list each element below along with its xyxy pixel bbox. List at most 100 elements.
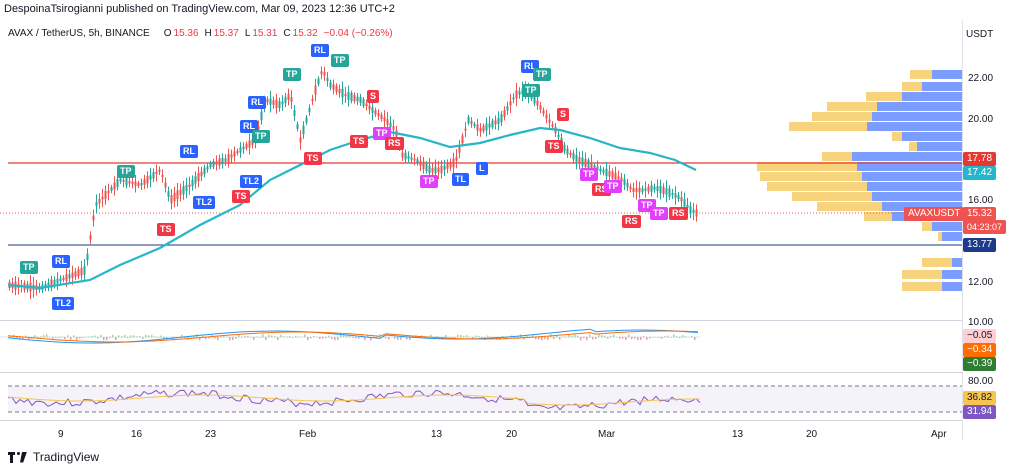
vp-up-bar xyxy=(952,258,962,267)
price-tick[interactable]: 16.00 xyxy=(968,195,993,206)
macd-bar xyxy=(466,335,468,338)
candle-body xyxy=(341,88,344,98)
macd-bar xyxy=(523,337,525,340)
price-tick[interactable]: 20.00 xyxy=(968,114,993,125)
currency-label[interactable]: USDT xyxy=(966,29,994,40)
time-tick[interactable]: Apr xyxy=(931,429,947,440)
candle-body xyxy=(482,125,485,132)
vp-up-bar xyxy=(877,102,962,111)
volume-profile xyxy=(757,70,962,291)
candle-body xyxy=(425,163,428,172)
rsi-tick[interactable]: 80.00 xyxy=(968,376,993,387)
vp-down-bar xyxy=(910,70,932,79)
macd-bar xyxy=(226,336,228,338)
macd-bar xyxy=(460,335,462,338)
price-tick[interactable]: 10.00 xyxy=(968,317,993,328)
symbol-title[interactable]: AVAX / TetherUS, 5h, BINANCE xyxy=(8,27,150,39)
candle-body xyxy=(620,177,623,182)
time-tick[interactable]: 16 xyxy=(131,429,143,440)
macd-bar xyxy=(586,337,588,341)
support-price-tag: 13.77 xyxy=(963,238,997,252)
candle-body xyxy=(221,157,224,165)
time-tick[interactable]: 20 xyxy=(506,429,518,440)
macd-bar xyxy=(613,334,615,338)
candle-body xyxy=(116,178,119,188)
macd-bar xyxy=(628,334,630,338)
macd-bar xyxy=(268,334,270,338)
candle-body xyxy=(572,152,575,160)
candle-body xyxy=(50,279,53,288)
candle-body xyxy=(329,82,332,88)
moving-average-line[interactable] xyxy=(7,126,697,290)
candle-body xyxy=(389,122,392,128)
macd-bar xyxy=(157,337,159,338)
time-tick[interactable]: 13 xyxy=(732,429,744,440)
close-label: C xyxy=(283,27,291,39)
time-tick[interactable]: 23 xyxy=(205,429,217,440)
candle-body xyxy=(164,182,167,188)
macd-bar xyxy=(82,337,84,338)
candle-body xyxy=(350,92,353,102)
time-tick[interactable]: Mar xyxy=(598,429,616,440)
candle-body xyxy=(455,156,458,161)
macd-bar xyxy=(682,335,684,338)
vp-down-bar xyxy=(938,232,942,241)
vp-up-bar xyxy=(942,282,962,291)
macd-bar xyxy=(310,337,312,339)
candle-body xyxy=(671,192,674,196)
macd-bar xyxy=(655,336,657,338)
macd-bar xyxy=(151,335,153,338)
candle-body xyxy=(653,186,656,190)
candle-body xyxy=(542,110,545,114)
macd-bar xyxy=(568,334,570,338)
candle-body xyxy=(152,172,155,179)
candle-body xyxy=(488,123,491,128)
candle-body xyxy=(167,191,170,197)
time-tick[interactable]: 9 xyxy=(58,429,64,440)
macd-bar xyxy=(46,334,48,338)
candle-body xyxy=(260,111,263,121)
candle-body xyxy=(569,152,572,156)
candle-body xyxy=(287,94,290,100)
symbol-legend[interactable]: AVAX / TetherUS, 5h, BINANCE O 15.36 H 1… xyxy=(8,26,393,40)
time-tick[interactable]: 13 xyxy=(431,429,443,440)
time-tick[interactable]: 20 xyxy=(806,429,818,440)
candle-body xyxy=(404,152,407,160)
candle-body xyxy=(113,182,116,190)
candle-body xyxy=(353,94,356,102)
candle-body xyxy=(128,181,131,184)
price-tick[interactable]: 12.00 xyxy=(968,277,993,288)
candle-body xyxy=(434,166,437,174)
macd-bar xyxy=(595,337,597,340)
macd-bar xyxy=(106,337,108,341)
candle-body xyxy=(110,187,113,191)
time-tick[interactable]: Feb xyxy=(299,429,317,440)
price-tick[interactable]: 22.00 xyxy=(968,73,993,84)
macd-bar xyxy=(457,334,459,338)
footer-brand[interactable]: TradingView xyxy=(8,450,99,464)
macd-bar xyxy=(145,334,147,338)
vp-up-bar xyxy=(867,122,962,131)
macd-bar xyxy=(616,336,618,338)
macd-bar xyxy=(28,337,30,340)
macd-bar xyxy=(355,337,357,339)
candle-body xyxy=(509,101,512,106)
macd-bar xyxy=(304,334,306,338)
macd-bar xyxy=(229,337,231,341)
macd-bar xyxy=(544,337,546,340)
candle-body xyxy=(122,179,125,182)
macd-bar xyxy=(562,336,564,338)
candle-body xyxy=(617,176,620,180)
rsi-tag: 31.94 xyxy=(963,405,997,419)
candle-body xyxy=(449,161,452,168)
macd-bar xyxy=(292,337,294,338)
candle-body xyxy=(335,85,338,93)
vp-down-bar xyxy=(922,258,952,267)
macd-bar xyxy=(19,337,21,340)
macd-line xyxy=(7,328,699,344)
signal-marker: TL2 xyxy=(193,196,216,209)
candle-body xyxy=(47,282,50,288)
macd-bar xyxy=(481,337,483,339)
macd-bar xyxy=(607,337,609,339)
